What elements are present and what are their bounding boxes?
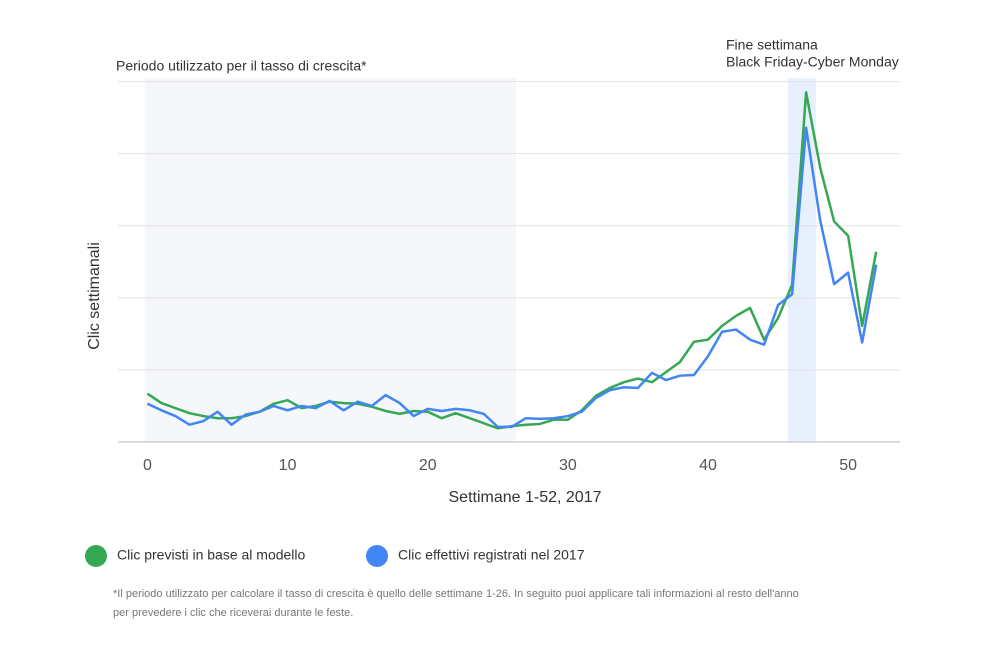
chart-title: Periodo utilizzato per il tasso di cresc… — [116, 58, 367, 74]
y-axis-label: Clic settimanali — [86, 242, 103, 350]
footnote: per prevedere i clic che riceverai duran… — [113, 607, 353, 619]
x-tick-label: 20 — [419, 457, 437, 474]
legend-swatch — [366, 545, 388, 567]
x-tick-label: 50 — [839, 457, 857, 474]
shaded-range — [144, 78, 517, 442]
x-tick-label: 10 — [279, 457, 297, 474]
footnote: *Il periodo utilizzato per calcolare il … — [113, 588, 799, 600]
legend-label: Clic effettivi registrati nel 2017 — [398, 547, 585, 563]
line — [146, 126, 878, 429]
annotation: Black Friday-Cyber Monday — [726, 54, 899, 70]
x-tick-label: 0 — [143, 457, 152, 474]
x-tick-label: 40 — [699, 457, 717, 474]
x-tick-label: 30 — [559, 457, 577, 474]
annotation: Fine settimana — [726, 37, 818, 53]
shaded-range — [787, 78, 816, 442]
legend-label: Clic previsti in base al modello — [117, 547, 306, 563]
x-axis-label: Settimane 1-52, 2017 — [449, 489, 602, 506]
legend-swatch — [85, 545, 107, 567]
